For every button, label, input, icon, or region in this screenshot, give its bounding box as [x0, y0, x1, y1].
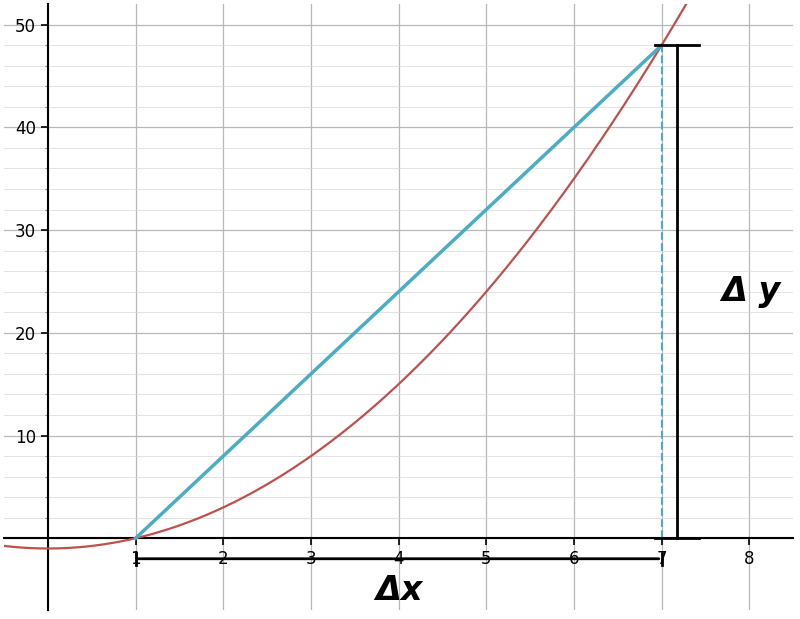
Text: Δx: Δx	[375, 574, 422, 607]
Text: Δ y: Δ y	[721, 275, 781, 308]
